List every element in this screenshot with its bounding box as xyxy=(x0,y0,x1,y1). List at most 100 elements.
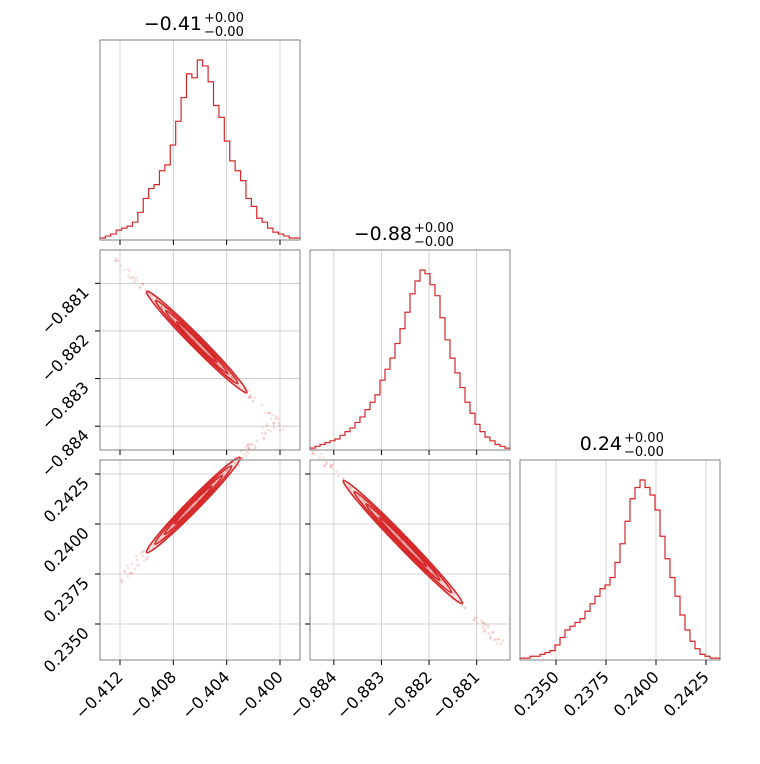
scatter-point xyxy=(119,579,123,582)
histogram-param-1 xyxy=(309,269,511,450)
scatter-point xyxy=(132,280,136,284)
scatter-point xyxy=(239,450,243,453)
scatter-point xyxy=(269,430,272,433)
scatter-point xyxy=(135,564,139,567)
scatter-point xyxy=(349,486,353,490)
y-tick-label: 0.2400 xyxy=(40,523,93,576)
scatter-point xyxy=(496,642,499,646)
scatter-panel-1-2 xyxy=(309,445,505,646)
scatter-point xyxy=(133,567,136,571)
scatter-point xyxy=(127,566,130,570)
scatter-panel-0-2 xyxy=(119,415,281,584)
scatter-point xyxy=(262,437,266,441)
scatter-point xyxy=(311,452,314,455)
scatter-point xyxy=(139,285,142,288)
scatter-point xyxy=(238,385,241,388)
y-tick-label: −0.882 xyxy=(38,330,93,385)
scatter-point xyxy=(268,411,272,415)
panel-title-plus: +0.00 xyxy=(414,221,454,236)
scatter-point xyxy=(151,546,155,549)
scatter-point xyxy=(266,411,270,415)
scatter-point xyxy=(248,396,251,399)
panel-frame xyxy=(309,459,511,661)
x-tick-label: −0.881 xyxy=(428,667,483,722)
scatter-point xyxy=(272,423,275,427)
scatter-point xyxy=(342,477,345,481)
panel-frame xyxy=(99,39,301,241)
scatter-point xyxy=(497,638,500,641)
scatter-point xyxy=(278,428,282,432)
scatter-point xyxy=(141,550,145,554)
scatter-point xyxy=(193,339,197,342)
scatter-point xyxy=(275,415,278,418)
scatter-point xyxy=(149,294,152,297)
contour-level xyxy=(145,456,241,554)
scatter-point xyxy=(315,447,318,450)
scatter-point xyxy=(483,627,487,630)
scatter-point xyxy=(330,464,334,467)
scatter-point xyxy=(484,623,487,626)
scatter-point xyxy=(262,436,265,439)
scatter-point xyxy=(135,555,138,558)
x-tick-label: −0.408 xyxy=(125,667,180,722)
scatter-point xyxy=(266,428,270,432)
scatter-point xyxy=(481,626,484,630)
scatter-point xyxy=(114,257,117,261)
scatter-point xyxy=(130,562,133,565)
scatter-point xyxy=(481,621,484,624)
scatter-point xyxy=(483,630,487,633)
scatter-point xyxy=(126,575,130,578)
scatter-point xyxy=(247,447,251,450)
scatter-point xyxy=(128,276,132,279)
scatter-point xyxy=(141,283,145,286)
scatter-point xyxy=(493,638,496,642)
x-tick-label: −0.404 xyxy=(178,667,233,722)
scatter-point xyxy=(245,455,248,458)
x-tick-label: −0.883 xyxy=(333,667,388,722)
scatter-point xyxy=(251,399,255,402)
scatter-point xyxy=(473,616,476,619)
scatter-point xyxy=(464,606,467,609)
scatter-point xyxy=(247,443,250,446)
scatter-point xyxy=(161,305,164,309)
scatter-point xyxy=(475,616,478,620)
panel-title-minus: −0.00 xyxy=(624,445,664,460)
panel-frame xyxy=(519,459,721,661)
panel-title-value: 0.24 xyxy=(580,433,622,455)
scatter-point xyxy=(131,572,134,575)
scatter-point xyxy=(328,465,332,468)
scatter-point xyxy=(141,282,144,286)
scatter-point xyxy=(481,624,484,628)
scatter-point xyxy=(337,474,340,478)
panel-frame xyxy=(309,249,511,451)
scatter-point xyxy=(144,292,147,296)
scatter-point xyxy=(247,446,250,449)
scatter-point xyxy=(135,559,139,562)
scatter-point xyxy=(263,431,267,434)
panel-frame xyxy=(99,459,301,661)
scatter-point xyxy=(278,424,281,428)
scatter-point xyxy=(399,538,402,541)
scatter-point xyxy=(126,267,130,271)
scatter-point xyxy=(142,549,145,553)
x-tick-label: 0.2425 xyxy=(660,667,713,720)
scatter-point xyxy=(399,539,403,542)
contour-level xyxy=(353,490,453,594)
scatter-point xyxy=(342,485,346,488)
scatter-point xyxy=(193,339,197,342)
scatter-point xyxy=(491,630,495,634)
scatter-point xyxy=(440,578,443,582)
scatter-point xyxy=(335,470,338,473)
contour-level xyxy=(342,479,464,605)
scatter-point xyxy=(499,643,503,646)
scatter-point xyxy=(243,393,246,396)
scatter-point xyxy=(255,439,258,442)
scatter-point xyxy=(349,485,352,488)
scatter-point xyxy=(501,639,505,642)
scatter-point xyxy=(246,443,250,447)
scatter-point xyxy=(233,461,237,465)
scatter-point xyxy=(282,428,285,431)
scatter-point xyxy=(246,444,249,447)
x-tick-label: −0.400 xyxy=(232,667,287,722)
